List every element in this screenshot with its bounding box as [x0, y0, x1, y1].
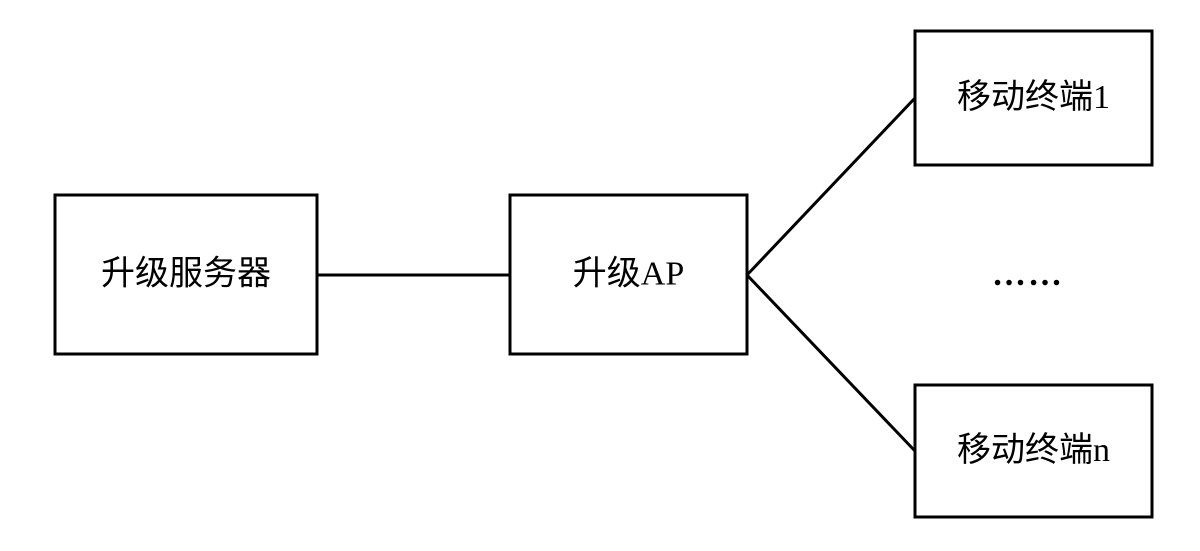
- node-ap: 升级AP: [510, 195, 747, 354]
- nodes-layer: 升级服务器 升级AP 移动终端1 移动终端n: [55, 31, 1152, 517]
- edge-ap-term1: [747, 98, 915, 275]
- node-label-termn: 移动终端n: [957, 431, 1110, 469]
- edge-ap-termn: [747, 275, 915, 451]
- node-label-term1: 移动终端1: [957, 78, 1110, 116]
- node-server: 升级服务器: [55, 195, 317, 354]
- system-diagram: 升级服务器 升级AP 移动终端1 移动终端n ……: [0, 0, 1200, 551]
- node-label-ap: 升级AP: [573, 254, 684, 292]
- node-term1: 移动终端1: [915, 31, 1152, 165]
- node-label-server: 升级服务器: [101, 254, 271, 292]
- ellipsis-label: ……: [992, 256, 1064, 293]
- node-termn: 移动终端n: [915, 385, 1152, 517]
